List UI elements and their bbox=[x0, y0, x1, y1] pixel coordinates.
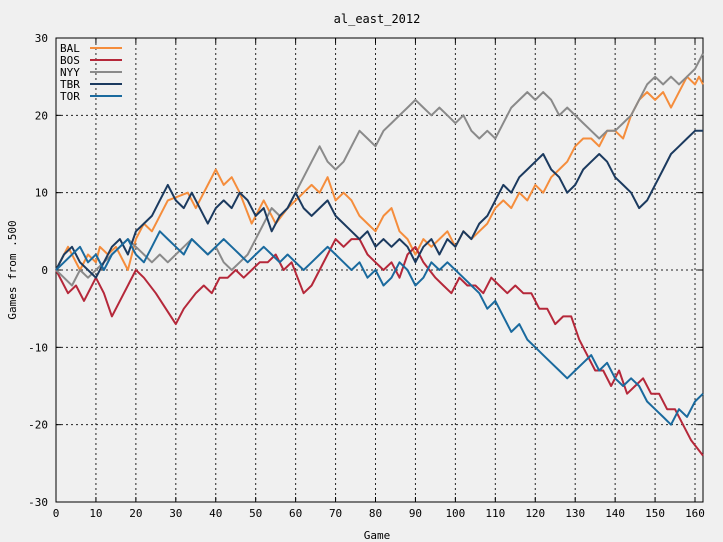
x-tick-label: 150 bbox=[645, 507, 665, 520]
x-tick-label: 120 bbox=[525, 507, 545, 520]
y-tick-label: -30 bbox=[28, 496, 48, 509]
y-tick-label: 30 bbox=[35, 32, 48, 45]
x-tick-label: 70 bbox=[329, 507, 342, 520]
legend-label-tor: TOR bbox=[60, 90, 80, 103]
y-tick-label: -10 bbox=[28, 341, 48, 354]
y-tick-label: -20 bbox=[28, 419, 48, 432]
x-tick-label: 60 bbox=[289, 507, 302, 520]
plot-frame bbox=[55, 37, 704, 503]
grid bbox=[56, 38, 703, 502]
x-tick-label: 50 bbox=[249, 507, 262, 520]
x-tick-label: 40 bbox=[209, 507, 222, 520]
x-tick-label: 130 bbox=[565, 507, 585, 520]
x-axis-label: Game bbox=[364, 529, 391, 542]
axes: 0 10 20 30 40 50 60 70 80 90 100 110 120 130 140 150 160… bbox=[28, 32, 705, 520]
x-tick-label: 100 bbox=[445, 507, 465, 520]
legend-label-bal: BAL bbox=[60, 42, 80, 55]
series-line-bal bbox=[55, 75, 704, 271]
series-line-nyy bbox=[55, 53, 704, 287]
y-tick-label: 0 bbox=[41, 264, 48, 277]
y-tick-label: 10 bbox=[35, 187, 48, 200]
series-line-tbr bbox=[55, 129, 703, 279]
x-tick-label: 160 bbox=[685, 507, 705, 520]
legend-label-nyy: NYY bbox=[60, 66, 80, 79]
x-tick-label: 0 bbox=[53, 507, 60, 520]
series-line-bos bbox=[55, 238, 704, 457]
x-tick-label: 140 bbox=[605, 507, 625, 520]
x-tick-label: 90 bbox=[409, 507, 422, 520]
y-tick-label: 20 bbox=[35, 109, 48, 122]
y-axis-label: Games from .500 bbox=[6, 220, 19, 319]
x-tick-label: 110 bbox=[485, 507, 505, 520]
x-tick-label: 30 bbox=[169, 507, 182, 520]
legend-label-tbr: TBR bbox=[60, 78, 80, 91]
x-tick-label: 80 bbox=[369, 507, 382, 520]
legend-label-bos: BOS bbox=[60, 54, 80, 67]
x-tick-label: 10 bbox=[89, 507, 102, 520]
series-line-tor bbox=[55, 230, 704, 426]
chart-title: al_east_2012 bbox=[334, 12, 421, 26]
series-lines bbox=[55, 53, 704, 457]
x-tick-label: 20 bbox=[129, 507, 142, 520]
